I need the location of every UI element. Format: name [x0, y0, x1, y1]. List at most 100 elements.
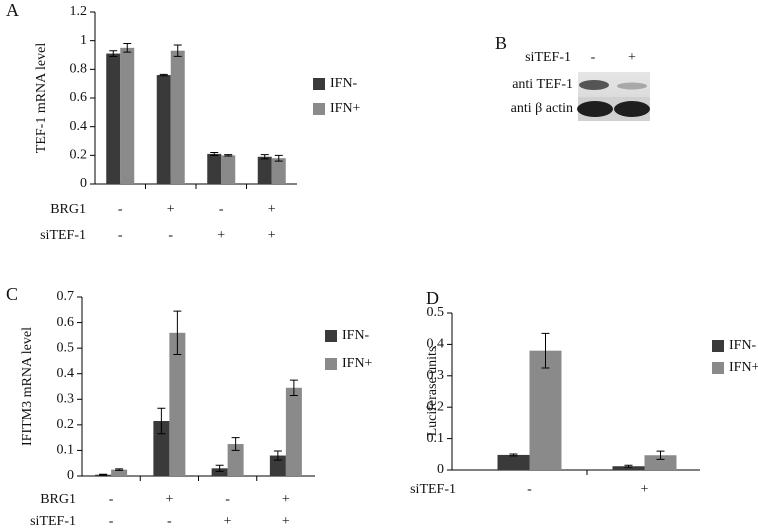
panel-label: D	[426, 288, 439, 308]
y-tick-label: 0.6	[70, 90, 88, 105]
bar	[207, 153, 222, 184]
bar	[170, 50, 185, 185]
error-bar	[541, 332, 550, 369]
row-symbol: -	[168, 228, 173, 243]
bar	[120, 47, 135, 185]
error-bar	[173, 44, 182, 57]
y-tick-label: 0.5	[57, 340, 75, 355]
legend-label: IFN-	[330, 76, 358, 91]
error-bar	[260, 154, 269, 160]
row-symbol: -	[167, 514, 172, 529]
legend-label: IFN+	[330, 101, 361, 116]
y-tick-label: 0.4	[70, 119, 88, 134]
row-label: BRG1	[40, 492, 76, 507]
blot-band	[577, 101, 613, 117]
legend-label: IFN+	[729, 360, 758, 375]
y-tick-label: 0.7	[57, 289, 75, 304]
error-bar	[231, 437, 240, 451]
lane-label: -	[591, 50, 596, 65]
row-symbol: +	[641, 482, 649, 497]
error-bar	[215, 464, 224, 472]
blot-row-label: anti TEF-1	[512, 77, 573, 92]
y-axis-label: TEF-1 mRNA level	[34, 43, 49, 154]
row-symbol: -	[109, 514, 114, 529]
row-label: siTEF-1	[30, 514, 76, 529]
y-axis-label: Luciferase units	[425, 347, 440, 437]
bar	[227, 444, 244, 476]
bar	[644, 455, 677, 470]
bar	[529, 350, 562, 470]
error-bar	[115, 468, 124, 471]
blot-panel: B siTEF-1 - + anti TEF-1 anti β actin	[495, 33, 650, 121]
error-bar	[289, 379, 298, 396]
bar	[612, 466, 645, 470]
bar	[111, 469, 128, 476]
row-symbol: -	[527, 482, 532, 497]
row-symbol: -	[219, 202, 224, 217]
legend-swatch	[712, 362, 724, 374]
error-bar	[273, 450, 282, 461]
legend-swatch	[313, 78, 325, 90]
lane-label: +	[628, 50, 636, 65]
row-symbol: +	[167, 202, 175, 217]
y-tick-label: 0.2	[427, 399, 445, 414]
error-bar	[159, 73, 168, 77]
row-symbol: +	[268, 202, 276, 217]
y-tick-label: 0.8	[70, 62, 88, 77]
y-axis-label: IFITM3 mRNA level	[20, 327, 35, 446]
bar	[257, 156, 272, 184]
y-tick-label: 1	[80, 33, 87, 48]
y-tick-label: 0	[80, 176, 87, 191]
legend-swatch	[712, 340, 724, 352]
error-bar	[109, 50, 118, 57]
y-tick-label: 0.3	[57, 392, 75, 407]
row-label: siTEF-1	[410, 482, 456, 497]
legend-swatch	[325, 358, 337, 370]
row-symbol: -	[118, 202, 123, 217]
panel-label: B	[495, 33, 507, 53]
error-bar	[274, 154, 283, 162]
bar	[221, 155, 236, 184]
blot-band	[579, 80, 609, 90]
bar	[497, 454, 530, 470]
error-bar	[624, 464, 633, 468]
y-tick-label: 0.3	[427, 368, 445, 383]
bar	[269, 455, 286, 476]
row-symbol: +	[217, 228, 225, 243]
bar	[153, 421, 170, 476]
row-symbol: +	[282, 492, 290, 507]
y-tick-label: 0.1	[427, 431, 445, 446]
row-symbol: -	[118, 228, 123, 243]
row-label: siTEF-1	[40, 228, 86, 243]
y-tick-label: 0.4	[427, 337, 445, 352]
y-tick-label: 0.5	[427, 305, 445, 320]
y-tick-label: 0.4	[57, 366, 75, 381]
blot-band	[617, 82, 647, 90]
y-tick-label: 0	[437, 462, 444, 477]
error-bar	[509, 453, 518, 457]
y-tick-label: 0.6	[57, 315, 75, 330]
row-label: BRG1	[50, 202, 86, 217]
blot-header: siTEF-1	[525, 50, 571, 65]
error-bar	[224, 154, 233, 157]
row-symbol: +	[165, 492, 173, 507]
y-tick-label: 1.2	[70, 4, 88, 19]
bar	[211, 468, 228, 476]
error-bar	[157, 407, 166, 435]
row-symbol: -	[225, 492, 230, 507]
legend-label: IFN+	[342, 356, 373, 371]
row-symbol: +	[268, 228, 276, 243]
error-bar	[173, 310, 182, 356]
legend-swatch	[325, 330, 337, 342]
legend-label: IFN-	[342, 328, 370, 343]
error-bar	[99, 473, 108, 476]
y-tick-label: 0.2	[57, 417, 75, 432]
legend-swatch	[313, 103, 325, 115]
blot-band	[614, 101, 650, 117]
blot-row-label: anti β actin	[511, 101, 573, 116]
y-tick-label: 0.1	[57, 443, 75, 458]
row-symbol: +	[224, 514, 232, 529]
row-symbol: -	[109, 492, 114, 507]
panel-label: C	[6, 284, 18, 304]
